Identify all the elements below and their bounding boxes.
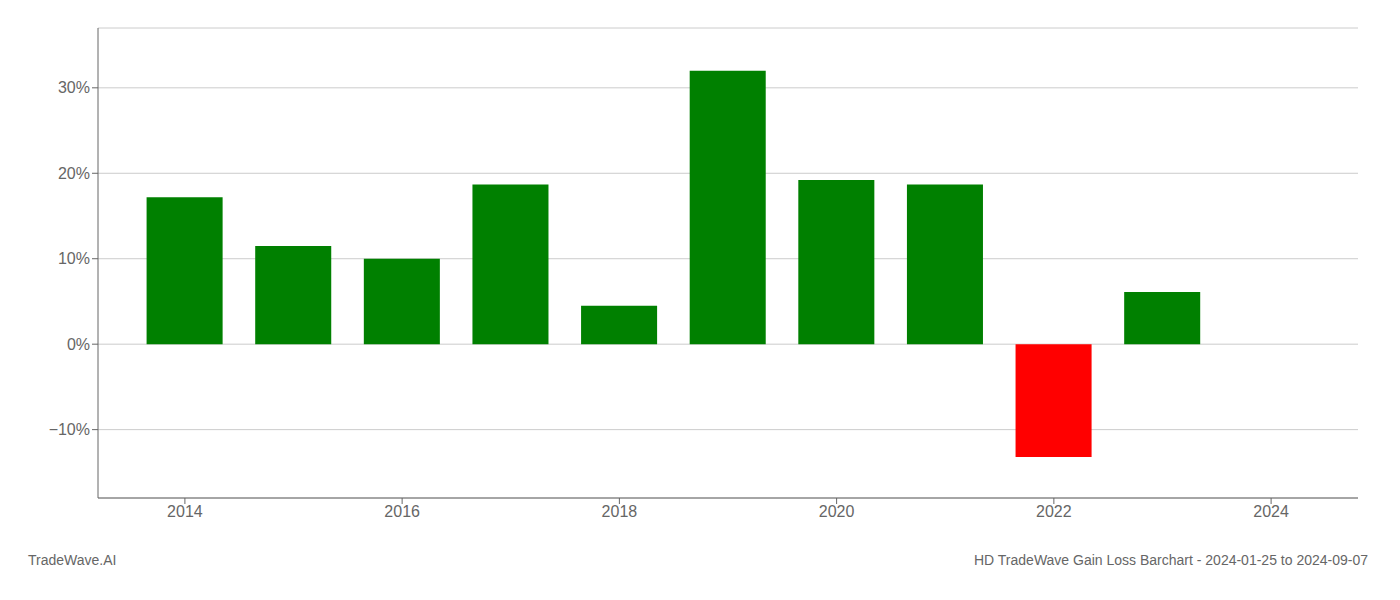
html-text:TradeWave.AI: TradeWave.AI <box>28 552 117 568</box>
svg-text:2018: 2018 <box>602 503 638 520</box>
svg-text:−10%: −10% <box>49 421 90 438</box>
svg-text:30%: 30% <box>58 79 90 96</box>
html-text:HD TradeWave Gain Loss Barchar: HD TradeWave Gain Loss Barchart - 2024-0… <box>974 552 1368 568</box>
svg-text:20%: 20% <box>58 165 90 182</box>
svg-text:10%: 10% <box>58 250 90 267</box>
svg-text:2016: 2016 <box>384 503 420 520</box>
svg-text:2020: 2020 <box>819 503 855 520</box>
svg-text:0%: 0% <box>67 336 90 353</box>
svg-text:2024: 2024 <box>1253 503 1289 520</box>
svg-text:2022: 2022 <box>1036 503 1072 520</box>
svg-text:2014: 2014 <box>167 503 203 520</box>
